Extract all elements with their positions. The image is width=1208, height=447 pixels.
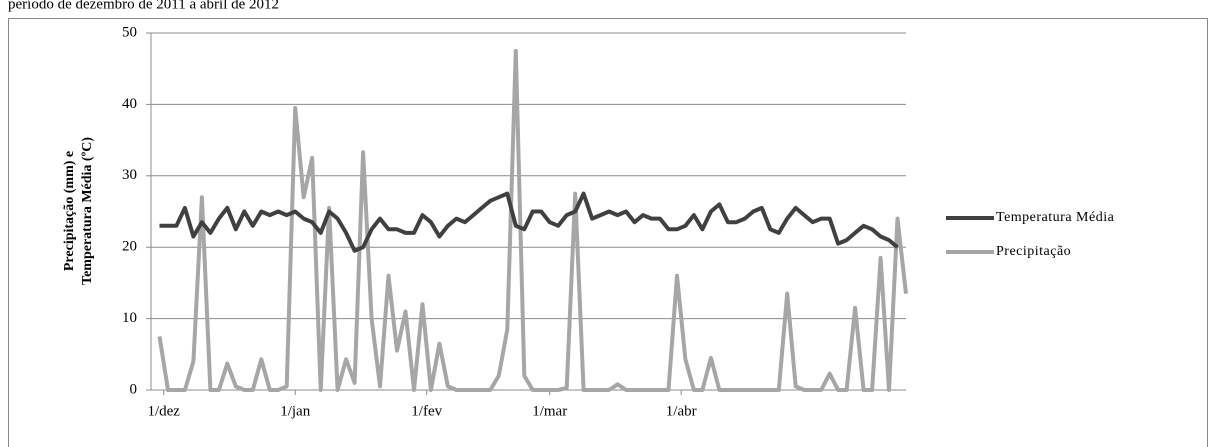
y-tick-label: 0 xyxy=(130,381,138,397)
series-line xyxy=(159,191,899,253)
chart-title: período de dezembro de 2011 a abril de 2… xyxy=(8,0,279,12)
y-tick-label: 20 xyxy=(122,239,137,255)
x-tick-label: 1/dez xyxy=(147,403,180,419)
series-line xyxy=(157,48,908,392)
x-tick-label: 1/mar xyxy=(532,403,567,419)
legend-label: Precipitação xyxy=(996,244,1071,259)
y-tick-label: 40 xyxy=(122,96,137,112)
y-tick-label: 30 xyxy=(122,167,137,183)
x-tick-label: 1/fev xyxy=(411,403,442,419)
x-tick-label: 1/jan xyxy=(280,403,310,419)
y-tick-label: 50 xyxy=(122,24,137,40)
y-axis-label: Precipitação (mm) e xyxy=(62,151,77,271)
legend-label: Temperatura Média xyxy=(996,210,1115,225)
y-tick-label: 10 xyxy=(122,310,137,326)
x-tick-label: 1/abr xyxy=(666,403,697,419)
y-axis-label: Temperatura Média (ºC) xyxy=(80,137,95,285)
